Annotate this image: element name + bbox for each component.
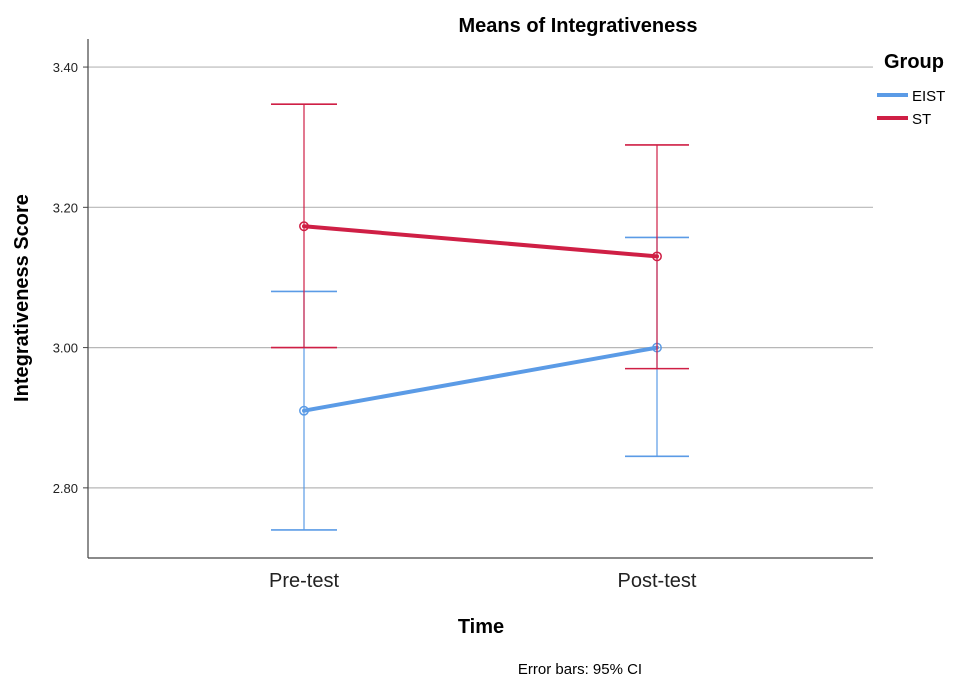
y-tick-label: 2.80 (53, 481, 78, 496)
series-st (271, 103, 689, 370)
y-tick-label: 3.40 (53, 60, 78, 75)
legend-title: Group (884, 51, 944, 73)
x-tick-label: Pre-test (269, 570, 339, 592)
series-eist (271, 236, 689, 531)
legend-item-eist: EIST (877, 88, 945, 105)
legend-items: EIST ST (877, 88, 945, 128)
series-line (302, 224, 659, 259)
y-axis-title: Integrativeness Score (11, 194, 33, 402)
chart-title: Means of Integrativeness (459, 15, 698, 37)
y-tick-label: 3.20 (53, 200, 78, 215)
x-tick-labels: Pre-test Post-test (269, 570, 697, 592)
data-point (299, 405, 309, 416)
legend-item-st: ST (877, 111, 931, 128)
error-bars-footnote: Error bars: 95% CI (518, 661, 642, 677)
y-tick-label: 3.00 (53, 341, 78, 356)
grid-lines (88, 66, 873, 489)
x-axis-title: Time (458, 616, 504, 638)
data-point (299, 221, 309, 232)
legend: Group EIST ST (877, 51, 945, 128)
data-point (652, 251, 662, 262)
y-tick-labels: 2.80 3.00 3.20 3.40 (53, 60, 88, 496)
legend-label: ST (912, 111, 931, 128)
series-line (302, 345, 659, 413)
series-group (271, 103, 689, 531)
legend-label: EIST (912, 88, 945, 105)
x-tick-label: Post-test (618, 570, 697, 592)
